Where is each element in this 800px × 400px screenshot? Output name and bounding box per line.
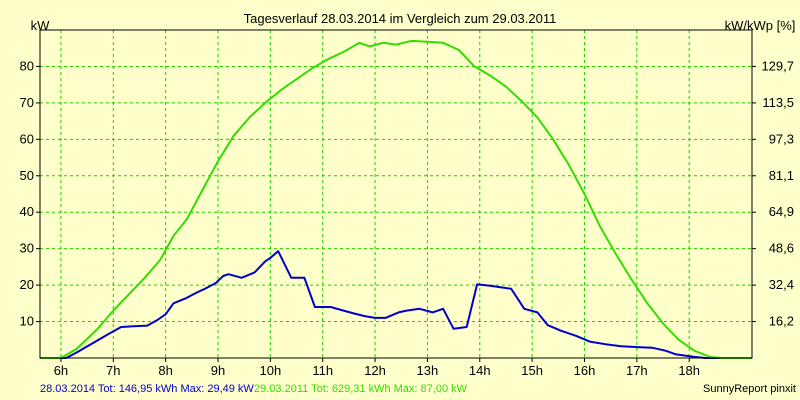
y-right-tick-label: 81,1 xyxy=(769,168,794,183)
y-left-tick-label: 80 xyxy=(20,58,34,73)
series-lines xyxy=(40,39,752,359)
x-tick-label: 13h xyxy=(417,363,439,378)
x-tick-label: 9h xyxy=(211,363,225,378)
y-right-tick-label: 97,3 xyxy=(769,131,794,146)
x-tick-label: 6h xyxy=(54,363,68,378)
y-right-tick-label: 48,6 xyxy=(769,241,794,256)
y-left-tick-label: 10 xyxy=(20,314,34,329)
y-left-tick-label: 20 xyxy=(20,277,34,292)
series-line-2 xyxy=(40,39,752,359)
series-line-1 xyxy=(40,250,752,359)
y-left-tick-label: 30 xyxy=(20,241,34,256)
x-tick-label: 8h xyxy=(158,363,172,378)
x-tick-label: 15h xyxy=(521,363,543,378)
y-right-tick-label: 32,4 xyxy=(769,277,794,292)
y-left-tick-label: 60 xyxy=(20,131,34,146)
x-tick-label: 10h xyxy=(260,363,282,378)
plot-frame xyxy=(39,29,753,359)
x-tick-label: 16h xyxy=(574,363,596,378)
chart-title: Tagesverlauf 28.03.2014 im Vergleich zum… xyxy=(244,11,557,26)
y-left-tick-label: 70 xyxy=(20,95,34,110)
x-tick-label: 11h xyxy=(312,363,333,378)
y-axis-left-ticks: 10 20 30 40 50 60 70 80 xyxy=(20,58,40,329)
grid xyxy=(40,30,752,358)
x-tick-label: 12h xyxy=(364,363,386,378)
y-right-tick-label: 113,5 xyxy=(762,95,794,110)
x-axis-ticks: 6h 7h 8h 9h 10h 11h 12h 13h 14h 15h 16h 17h 18h xyxy=(54,358,700,378)
x-tick-label: 18h xyxy=(678,363,700,378)
y-axis-left-label: kW xyxy=(31,18,51,33)
legend-series-1: 28.03.2014 Tot: 146,95 kWh Max: 29,49 kW xyxy=(40,383,254,395)
legend-series-2: 29.03.2011 Tot: 629,31 kWh Max: 87,00 kW xyxy=(254,383,468,395)
y-right-tick-label: 64,9 xyxy=(769,204,794,219)
y-left-tick-label: 50 xyxy=(20,168,34,183)
y-right-tick-label: 129,7 xyxy=(761,58,794,73)
x-tick-label: 14h xyxy=(469,363,491,378)
x-tick-label: 17h xyxy=(626,363,648,378)
y-left-tick-label: 40 xyxy=(20,204,34,219)
y-axis-right-ticks: 16,2 32,4 48,6 64,9 81,1 97,3 113,5 129,7 xyxy=(752,58,794,329)
credit-text: SunnyReport pinxit xyxy=(703,383,796,395)
x-tick-label: 7h xyxy=(106,363,120,378)
y-axis-right-label: kW/kWp [%] xyxy=(725,18,796,33)
y-right-tick-label: 16,2 xyxy=(769,314,794,329)
